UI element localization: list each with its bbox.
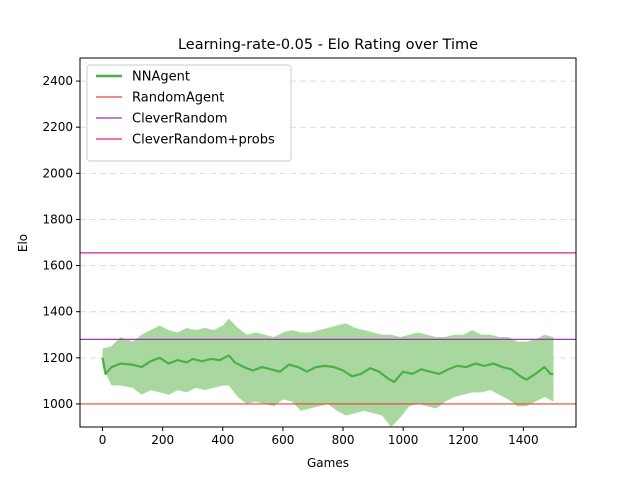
y-axis-label: Elo [16,234,30,252]
legend-label-cleverrandom-probs: CleverRandom+probs [132,133,275,148]
x-tick-label: 1400 [508,433,539,447]
legend-box [86,64,292,162]
y-tick-label: 1600 [42,259,73,273]
x-tick-label: 400 [211,433,234,447]
x-tick-label: 200 [151,433,174,447]
y-tick-label: 1200 [42,351,73,365]
y-tick-label: 1000 [42,397,73,411]
y-tick-label: 1400 [42,305,73,319]
x-tick-label: 0 [99,433,107,447]
plot-frame [79,57,577,428]
nnagent-line-layer [101,354,554,384]
nnagent-band [102,318,554,427]
legend-label-cleverrandom: CleverRandom [132,112,228,127]
x-tick-label: 800 [332,433,355,447]
y-tick-label: 2000 [42,166,73,180]
x-axis-label: Games [307,456,349,470]
y-tick-label: 2200 [42,120,73,134]
y-tick-label: 2400 [42,74,73,88]
nnagent-band-layer [102,318,554,427]
legend-label-randomagent: RandomAgent [132,91,224,106]
chart-title: Learning-rate-0.05 - Elo Rating over Tim… [178,37,478,53]
x-tick-label: 1000 [388,433,419,447]
y-axis-ticks: 1000 1200 1400 1600 1800 2000 2200 2400 [42,74,80,411]
legend-label-nnagent: NNAgent [132,70,190,85]
legend: NNAgent RandomAgent CleverRandom CleverRand… [86,64,292,162]
x-tick-label: 600 [271,433,294,447]
nnagent-line [101,354,554,384]
x-axis-ticks: 0 200 400 600 800 1000 1200 1400 [99,427,539,447]
x-tick-label: 1200 [448,433,479,447]
y-tick-label: 1800 [42,212,73,226]
reference-lines-layer [80,252,576,405]
